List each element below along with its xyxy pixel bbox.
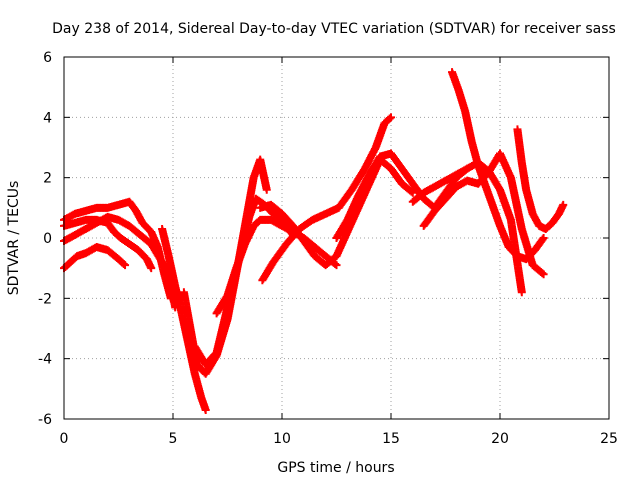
series-arc-9 bbox=[256, 155, 417, 270]
y-tick-label: -4 bbox=[38, 352, 52, 368]
plus-marker bbox=[559, 200, 568, 209]
plus-marker bbox=[121, 261, 130, 270]
y-tick-label: 2 bbox=[43, 171, 52, 187]
series-arc-15 bbox=[513, 125, 568, 233]
y-tick-label: 6 bbox=[43, 50, 52, 66]
y-tick-label: 0 bbox=[43, 231, 52, 247]
plus-marker bbox=[262, 185, 271, 194]
series-arc-13 bbox=[419, 149, 548, 279]
plus-marker bbox=[539, 234, 548, 242]
plus-marker bbox=[332, 261, 341, 270]
plus-marker bbox=[147, 264, 156, 273]
y-tick-label: -2 bbox=[38, 291, 52, 307]
x-tick-label: 5 bbox=[169, 431, 178, 447]
plus-marker bbox=[201, 405, 210, 414]
series-arc-10 bbox=[258, 113, 395, 285]
plot-frame bbox=[63, 56, 610, 420]
axis-ticks: 0 5 10 15 20 25 -6 -4 -2 0 2 4 6 bbox=[38, 50, 618, 447]
y-tick-label: -6 bbox=[38, 412, 52, 428]
x-tick-label: 25 bbox=[600, 431, 618, 447]
x-axis-label: GPS time / hours bbox=[277, 460, 394, 476]
chart-title: Day 238 of 2014, Sidereal Day-to-day VTE… bbox=[52, 21, 616, 37]
x-tick-label: 20 bbox=[491, 431, 509, 447]
plus-marker bbox=[517, 288, 526, 297]
x-tick-label: 0 bbox=[60, 431, 69, 447]
series-arc-14 bbox=[448, 68, 548, 264]
x-tick-label: 10 bbox=[273, 431, 291, 447]
series-arc-1 bbox=[60, 243, 130, 273]
series-arc-5 bbox=[158, 224, 210, 414]
x-tick-label: 15 bbox=[382, 431, 400, 447]
plus-marker bbox=[387, 113, 395, 122]
plus-marker bbox=[539, 270, 548, 279]
y-axis-label: SDTVAR / TECUs bbox=[6, 181, 22, 296]
data-points bbox=[60, 68, 568, 414]
y-tick-label: 4 bbox=[43, 110, 52, 126]
series-arc-4 bbox=[60, 215, 156, 273]
